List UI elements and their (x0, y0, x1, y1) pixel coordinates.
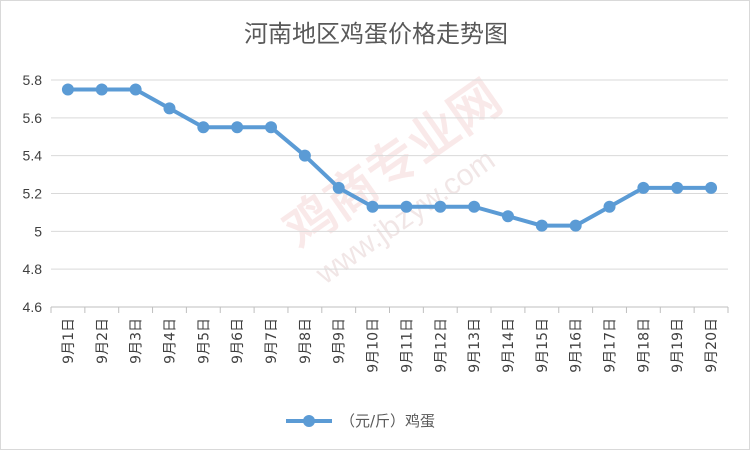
legend-label: （元/斤）鸡蛋 (340, 412, 435, 430)
data-point (197, 121, 210, 134)
chart-title: 河南地区鸡蛋价格走势图 (244, 20, 508, 48)
x-tick-label: 9月10日 (366, 318, 382, 373)
series-line (65, 87, 714, 228)
data-point (298, 149, 311, 162)
x-tick-label: 9月18日 (636, 318, 652, 373)
data-point (501, 210, 514, 223)
x-tick-label: 9月16日 (569, 318, 585, 373)
x-tick-label: 9月20日 (704, 318, 720, 373)
x-tick-label: 9月5日 (196, 318, 212, 364)
data-point (400, 200, 413, 213)
data-point (163, 102, 176, 115)
x-tick-label: 9月6日 (230, 318, 246, 364)
x-axis: 9月1日 9月2日 9月3日 9月4日 9月5日 9月6日 9月7日 9月8日 9月9日 9月10… (50, 307, 729, 373)
data-point (332, 181, 345, 194)
x-tick-label: 9月3日 (129, 318, 145, 364)
data-point (95, 83, 108, 96)
x-tick-label: 9月8日 (298, 318, 314, 364)
x-tick-label: 9月11日 (399, 318, 415, 373)
data-point (129, 83, 142, 96)
legend: （元/斤）鸡蛋 (286, 412, 435, 430)
x-tick-label: 9月4日 (162, 318, 178, 364)
y-tick-label: 5.8 (23, 72, 43, 88)
series-eggs (61, 83, 718, 232)
x-tick-label: 9月13日 (467, 318, 483, 373)
x-tick-label: 9月7日 (264, 318, 280, 364)
watermark: 鸡商专业网 www.jbzyw.com (274, 69, 512, 291)
data-point (569, 219, 582, 232)
legend-marker-swatch (303, 415, 315, 427)
x-tick-label: 9月12日 (433, 318, 449, 373)
y-tick-label: 5.2 (23, 186, 43, 202)
x-tick-label: 9月9日 (332, 318, 348, 364)
data-point (705, 181, 718, 194)
y-tick-label: 5.4 (23, 148, 43, 164)
x-tick-label: 9月14日 (501, 318, 517, 373)
y-tick-label: 5.6 (23, 110, 43, 126)
data-point (637, 181, 650, 194)
y-tick-label: 5 (34, 223, 42, 239)
x-tick-label: 9月2日 (95, 318, 111, 364)
data-point (434, 200, 447, 213)
data-point (231, 121, 244, 134)
data-point (671, 181, 684, 194)
y-axis-ticks: 5.8 5.6 5.4 5.2 5 4.8 4.6 (23, 72, 43, 315)
x-tick-label: 9月17日 (603, 318, 619, 373)
data-point (603, 200, 616, 213)
y-tick-label: 4.8 (23, 261, 43, 277)
y-tick-label: 4.6 (23, 299, 43, 315)
x-tick-label: 9月19日 (670, 318, 686, 373)
data-point (265, 121, 278, 134)
data-point (61, 83, 74, 96)
x-tick-label: 9月1日 (61, 318, 77, 364)
x-tick-label: 9月15日 (535, 318, 551, 373)
data-point (468, 200, 481, 213)
data-point (535, 219, 548, 232)
gridlines (51, 79, 728, 308)
data-point (366, 200, 379, 213)
